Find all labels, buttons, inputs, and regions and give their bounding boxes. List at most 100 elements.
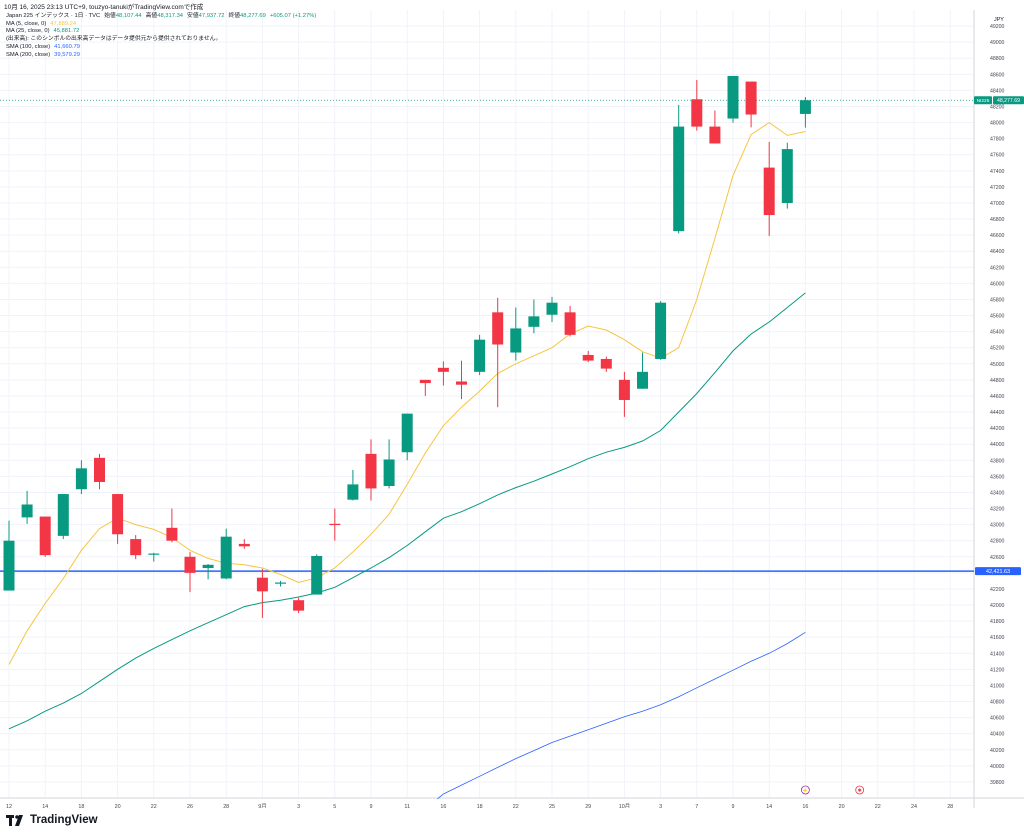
candle-body bbox=[528, 316, 540, 327]
candle-body bbox=[329, 523, 341, 526]
indicator-value: 45,881.72 bbox=[53, 28, 80, 35]
time-tick-label: 20 bbox=[115, 804, 121, 810]
candle-body bbox=[437, 367, 449, 372]
legend-low-label: 安値 bbox=[187, 13, 199, 19]
price-tick-label: 42200 bbox=[990, 587, 1005, 593]
candle-body bbox=[799, 100, 811, 114]
event-marker-icon: ✱ bbox=[858, 788, 862, 794]
candle-body bbox=[456, 381, 467, 385]
price-tick-label: 40400 bbox=[990, 732, 1005, 738]
candle-body bbox=[709, 126, 721, 144]
chart-frame[interactable]: 39800 40000 40200 40400 40600 40800 41000 41200… bbox=[0, 10, 1024, 818]
candle-body bbox=[112, 494, 124, 535]
legend-high: 48,317.34 bbox=[157, 13, 184, 19]
price-tick-label: 45000 bbox=[990, 362, 1005, 368]
symbol-tag-label: NI225 bbox=[977, 98, 990, 104]
legend-indicator-sma200[interactable]: SMA (200, close) 39,579.29 bbox=[6, 52, 316, 60]
price-tick-label: 48000 bbox=[990, 121, 1005, 127]
price-tick-label: 41600 bbox=[990, 635, 1005, 641]
candle-body bbox=[618, 379, 630, 400]
horizontal-line-price-label: 42,421.63 bbox=[986, 569, 1010, 575]
price-tick-label: 44800 bbox=[990, 378, 1005, 384]
price-tick-label: 40600 bbox=[990, 716, 1005, 722]
time-tick-label: 10月 bbox=[619, 803, 630, 810]
price-tick-label: 41000 bbox=[990, 683, 1005, 689]
candle-body bbox=[401, 413, 413, 453]
price-tick-label: 43400 bbox=[990, 490, 1005, 496]
legend-indicator-sma100[interactable]: SMA (100, close) 41,660.79 bbox=[6, 44, 316, 52]
legend-ohlc-row: Japan 225 インデックス · 1日 · TVC 始値48,107.44 … bbox=[6, 13, 316, 21]
legend-close: 48,277.69 bbox=[240, 13, 266, 19]
last-price-tag bbox=[993, 96, 1024, 105]
indicator-value: 39,579.29 bbox=[54, 51, 80, 58]
price-tick-label: 39800 bbox=[990, 780, 1005, 786]
time-tick-label: 5 bbox=[333, 804, 336, 810]
time-tick-label: 9月 bbox=[258, 803, 266, 810]
time-tick-label: 29 bbox=[585, 804, 591, 810]
chart-legend: Japan 225 インデックス · 1日 · TVC 始値48,107.44 … bbox=[6, 13, 316, 59]
candle-body bbox=[311, 555, 323, 595]
price-tick-label: 49200 bbox=[990, 24, 1005, 30]
price-tick-label: 47600 bbox=[990, 153, 1005, 159]
candle-body bbox=[94, 457, 105, 482]
price-tick-label: 46600 bbox=[990, 233, 1005, 239]
time-tick-label: 22 bbox=[513, 804, 519, 810]
time-tick-label: 14 bbox=[42, 804, 48, 810]
candle-body bbox=[673, 126, 685, 232]
legend-open: 48,107.44 bbox=[115, 13, 142, 19]
price-tick-label: 48600 bbox=[990, 72, 1005, 78]
candle-body bbox=[727, 75, 739, 119]
price-tick-label: 40200 bbox=[990, 748, 1005, 754]
legend-open-label: 始値 bbox=[104, 13, 116, 19]
price-tick-label: 43200 bbox=[990, 507, 1005, 513]
time-tick-label: 22 bbox=[151, 804, 157, 810]
candle-body bbox=[220, 536, 232, 579]
indicator-label: SMA (200, close) bbox=[6, 51, 51, 58]
chart-caption: 10月 16, 2025 23:13 UTC+9, touzyo-tanukiが… bbox=[4, 4, 204, 11]
candle-body bbox=[184, 556, 196, 573]
series-line-0 bbox=[8, 121, 806, 665]
price-tick-label: 44200 bbox=[990, 426, 1005, 432]
candle-body bbox=[419, 379, 431, 384]
time-tick-label: 11 bbox=[404, 804, 410, 810]
price-tick-label: 41800 bbox=[990, 619, 1005, 625]
legend-indicator-ma5[interactable]: MA (5, close, 0) 47,889.24 bbox=[6, 21, 316, 29]
last-price-label: 48,277.69 bbox=[997, 98, 1020, 104]
candle-body bbox=[763, 167, 775, 216]
price-tick-label: 46000 bbox=[990, 281, 1005, 287]
candle-body bbox=[3, 540, 15, 591]
time-tick-label: 14 bbox=[766, 804, 772, 810]
legend-symbol[interactable]: Japan 225 インデックス · 1日 · TVC bbox=[6, 13, 101, 19]
indicator-value: 47,889.24 bbox=[50, 20, 77, 27]
footer-bar: TradingView bbox=[0, 808, 1024, 832]
indicator-label: SMA (100, close) bbox=[6, 43, 51, 50]
price-tick-label: 43600 bbox=[990, 474, 1005, 480]
time-tick-label: 3 bbox=[659, 804, 662, 810]
price-tick-label: 46800 bbox=[990, 217, 1005, 223]
tradingview-logo[interactable]: TradingView bbox=[6, 814, 98, 826]
price-tick-label: 45800 bbox=[990, 297, 1005, 303]
candle-body bbox=[347, 484, 359, 500]
candle-body bbox=[383, 459, 395, 487]
time-tick-label: 12 bbox=[6, 804, 12, 810]
legend-indicator-ma25[interactable]: MA (25, close, 0) 45,881.72 bbox=[6, 28, 316, 36]
price-tick-label: 43800 bbox=[990, 458, 1005, 464]
price-tick-label: 48200 bbox=[990, 104, 1005, 110]
time-tick-label: 7 bbox=[695, 804, 698, 810]
time-tick-label: 18 bbox=[78, 804, 84, 810]
legend-close-label: 終値 bbox=[228, 13, 241, 19]
price-tick-label: 43000 bbox=[990, 523, 1005, 529]
currency-label: JPY bbox=[994, 17, 1004, 23]
candle-body bbox=[781, 149, 793, 203]
legend-change: +605.07 (+1.27%) bbox=[269, 13, 317, 19]
price-chart[interactable]: 39800 40000 40200 40400 40600 40800 41000 41200… bbox=[0, 10, 1024, 818]
time-tick-label: 22 bbox=[875, 804, 881, 810]
candle-body bbox=[510, 328, 522, 353]
top-caption-bar: 10月 16, 2025 23:13 UTC+9, touzyo-tanukiが… bbox=[0, 0, 1024, 11]
time-tick-label: 3 bbox=[297, 804, 300, 810]
time-tick-label: 20 bbox=[839, 804, 845, 810]
brand-name: TradingView bbox=[30, 814, 98, 826]
candle-body bbox=[256, 577, 268, 592]
price-tick-label: 44000 bbox=[990, 442, 1005, 448]
candle-body bbox=[474, 339, 486, 372]
